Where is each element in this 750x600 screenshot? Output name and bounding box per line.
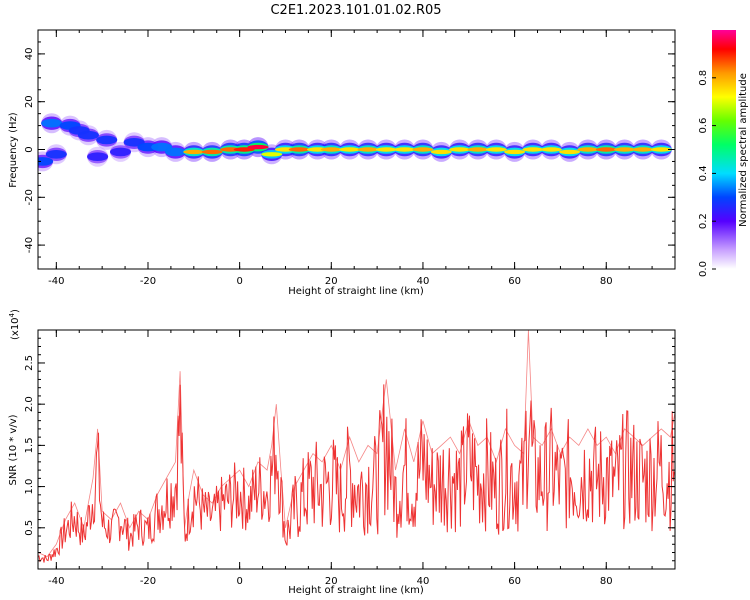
snr-y-scale: (x104) <box>8 309 21 340</box>
heatmap-cell <box>430 149 452 155</box>
x-tick-label: 0 <box>236 576 242 587</box>
colorbar-tick-label: 0.6 <box>698 118 709 134</box>
heatmap-cell <box>87 152 109 161</box>
y-tick-label: 2.5 <box>24 355 35 371</box>
x-tick-label: 80 <box>600 276 613 287</box>
heatmap-cell <box>559 149 581 155</box>
heatmap-cell <box>123 138 145 147</box>
heatmap-cell <box>614 147 636 152</box>
x-tick-label: -20 <box>140 576 156 587</box>
heatmap-cell <box>650 147 672 152</box>
colorbar-tick-label: 0.4 <box>698 165 709 181</box>
snr-series-line <box>38 384 675 563</box>
x-tick-label: 40 <box>417 576 430 587</box>
snr-frame <box>37 329 676 570</box>
x-tick-label: -20 <box>140 276 156 287</box>
snr-y-scale-exponent: 4 <box>8 312 16 317</box>
heatmap-cell <box>540 147 562 152</box>
heatmap-cell <box>77 130 99 140</box>
x-tick-label: 60 <box>508 576 521 587</box>
heatmap-cell <box>183 149 205 155</box>
x-tick-label: 60 <box>508 276 521 287</box>
y-tick-label: 0.5 <box>24 520 35 536</box>
heatmap-cell <box>261 152 283 157</box>
snr-y-scale-close: ) <box>10 309 21 313</box>
heatmap-cell <box>522 147 544 152</box>
heatmap-cell <box>394 147 416 152</box>
heatmap-cell <box>632 147 654 152</box>
spectrum-panel: -40 -20 0 20 40 60 80 -40 -20 0 20 40 Height of st… <box>8 29 676 297</box>
x-tick-label: -40 <box>48 576 64 587</box>
colorbar-scale <box>712 30 736 269</box>
heatmap-cell <box>233 147 255 152</box>
heatmap-cell <box>151 142 173 152</box>
spectrum-heatmap <box>38 113 672 172</box>
heatmap-cell <box>595 147 617 152</box>
heatmap-cell <box>320 147 342 152</box>
snr-panel: -40 -20 0 20 40 60 80 0.5 1.0 1.5 2.0 2.5 Height o… <box>8 309 676 596</box>
heatmap-cell <box>357 147 379 152</box>
colorbar-label: Normalized spectral amplitude <box>738 73 749 227</box>
y-tick-label: 1.5 <box>24 437 35 453</box>
y-tick-label: 20 <box>24 95 35 108</box>
heatmap-cell <box>339 147 361 152</box>
heatmap-cell <box>38 157 54 166</box>
heatmap-cell <box>45 150 67 159</box>
heatmap-cell <box>485 147 507 152</box>
colorbar-ticks: 0.0 0.2 0.4 0.6 0.8 <box>698 70 716 277</box>
y-tick-label: 2.0 <box>24 396 35 412</box>
snr-y-label: SNR (10 * v/v) <box>8 414 19 485</box>
heatmap-cell <box>247 144 269 150</box>
x-tick-label: -40 <box>48 276 64 287</box>
y-tick-label: 0 <box>24 146 35 152</box>
heatmap-cell <box>288 147 310 152</box>
heatmap-cell <box>41 118 63 128</box>
snr-y-ticks: 0.5 1.0 1.5 2.0 2.5 <box>24 337 675 562</box>
x-tick-label: 80 <box>600 576 613 587</box>
heatmap-cell <box>449 147 471 152</box>
x-tick-label: 20 <box>325 576 338 587</box>
heatmap-cell <box>504 149 526 155</box>
snr-x-ticks: -40 -20 0 20 40 60 80 <box>48 330 676 587</box>
heatmap-cell <box>577 147 599 152</box>
figure-title: C2E1.2023.101.01.02.R05 <box>270 3 441 18</box>
snr-x-label: Height of straight line (km) <box>288 585 424 596</box>
heatmap-cell <box>110 147 131 157</box>
heatmap-cell <box>201 149 223 155</box>
snr-y-scale-prefix: (x10 <box>10 317 21 340</box>
colorbar-tick-label: 0.2 <box>698 213 709 229</box>
spectrum-y-ticks: -40 -20 0 20 40 <box>24 29 675 270</box>
spectrum-x-ticks: -40 -20 0 20 40 60 80 <box>48 30 676 287</box>
x-tick-label: 40 <box>417 276 430 287</box>
heatmap-cell <box>375 147 397 152</box>
x-tick-label: 0 <box>236 276 242 287</box>
heatmap-cell <box>96 135 118 145</box>
colorbar-tick-label: 0.8 <box>698 70 709 86</box>
x-tick-label: 20 <box>325 276 338 287</box>
colorbar-tick-label: 0.0 <box>698 261 709 277</box>
heatmap-cell <box>165 147 186 157</box>
snr-envelope-line <box>38 330 675 558</box>
heatmap-cell <box>412 147 434 152</box>
y-tick-label: -20 <box>24 189 35 205</box>
spectrum-y-label: Frequency (Hz) <box>8 112 19 188</box>
y-tick-label: -40 <box>24 237 35 253</box>
heatmap-cell <box>467 147 489 152</box>
y-tick-label: 40 <box>24 48 35 61</box>
spectrum-x-label: Height of straight line (km) <box>288 286 424 297</box>
colorbar: 0.0 0.2 0.4 0.6 0.8 Normalized spectral ampl… <box>698 30 749 277</box>
y-tick-label: 1.0 <box>24 479 35 495</box>
